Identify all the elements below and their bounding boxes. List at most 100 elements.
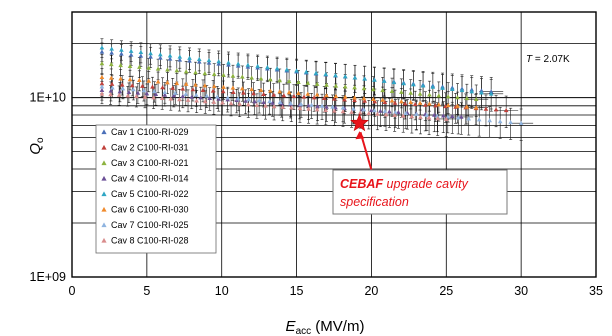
data-point	[351, 106, 356, 111]
data-point	[119, 82, 125, 87]
x-tick-label: 25	[439, 284, 453, 298]
data-point	[241, 90, 246, 95]
data-point	[206, 57, 212, 63]
data-point	[284, 67, 290, 72]
data-point	[352, 85, 357, 90]
data-point	[220, 89, 226, 94]
data-point	[109, 46, 114, 51]
data-point	[403, 110, 409, 115]
data-point	[235, 96, 241, 101]
data-point	[271, 92, 277, 97]
data-point	[99, 87, 105, 93]
data-point	[129, 83, 135, 88]
data-point	[202, 99, 208, 104]
data-point	[109, 81, 115, 86]
data-point	[323, 107, 329, 113]
plot-frame	[71, 11, 597, 278]
data-point	[165, 67, 170, 72]
data-point	[177, 97, 182, 102]
data-point	[243, 98, 248, 103]
data-point	[137, 64, 142, 69]
data-point	[371, 96, 376, 102]
data-point	[198, 95, 204, 100]
data-point	[207, 95, 213, 101]
data-point	[142, 94, 148, 99]
data-point	[158, 52, 163, 57]
data-point	[144, 91, 150, 96]
data-point	[423, 102, 428, 107]
data-point	[342, 84, 348, 89]
data-point	[249, 75, 254, 80]
x-tick-label: 10	[215, 284, 229, 298]
data-point	[315, 103, 320, 109]
data-point	[140, 83, 145, 88]
data-point	[435, 116, 440, 121]
legend-marker	[101, 222, 107, 228]
data-point	[109, 62, 114, 67]
data-point	[261, 91, 266, 96]
data-point	[165, 80, 170, 85]
data-point	[412, 101, 418, 107]
data-point	[333, 93, 339, 98]
data-point	[230, 85, 236, 90]
data-point	[148, 54, 153, 59]
data-point	[119, 51, 124, 56]
data-point	[146, 65, 152, 70]
data-point	[408, 99, 414, 105]
y-tick-label: 1E+09	[30, 270, 67, 284]
data-point	[455, 95, 460, 100]
data-point	[449, 113, 455, 119]
data-point	[277, 99, 283, 105]
data-point	[305, 91, 311, 96]
data-point	[216, 61, 222, 66]
x-tick-label: 30	[514, 284, 528, 298]
data-point	[342, 94, 348, 99]
data-point	[281, 93, 287, 98]
data-point	[430, 84, 436, 89]
data-point	[280, 104, 286, 109]
data-point	[255, 63, 260, 68]
data-point	[187, 55, 192, 60]
data-point	[261, 99, 266, 105]
data-point	[109, 75, 114, 80]
y-tick-label: 1E+10	[30, 91, 67, 105]
data-point	[200, 87, 206, 92]
data-point	[150, 84, 155, 89]
data-point	[237, 101, 242, 106]
data-point	[361, 86, 367, 91]
data-point	[173, 90, 178, 95]
data-point	[240, 74, 245, 79]
callout-line-2: specification	[340, 195, 409, 209]
data-point	[268, 88, 273, 93]
data-point	[375, 111, 380, 116]
data-point	[319, 103, 325, 108]
data-point	[226, 62, 231, 67]
data-point	[137, 77, 142, 83]
legend-label: Cav 3 C100-RI-021	[111, 158, 189, 168]
data-point	[383, 112, 389, 117]
data-point	[314, 107, 320, 112]
data-point	[393, 109, 398, 115]
data-point	[168, 96, 174, 101]
data-point	[151, 95, 156, 100]
data-point	[391, 79, 397, 85]
data-point	[378, 108, 383, 113]
data-point	[267, 99, 272, 104]
data-point	[155, 79, 161, 84]
data-point	[473, 105, 479, 110]
legend-marker	[101, 237, 107, 243]
data-point	[183, 81, 189, 86]
callout-arrow	[359, 131, 373, 173]
data-point	[400, 113, 406, 118]
cebaf-spec-callout: CEBAF upgrade cavity specification	[332, 113, 508, 215]
data-point	[323, 71, 329, 76]
data-point	[171, 93, 177, 98]
legend-marker	[101, 206, 107, 212]
data-point	[389, 98, 395, 103]
data-point	[340, 109, 346, 114]
data-point	[148, 51, 153, 56]
data-point	[245, 102, 251, 107]
x-tick-label: 20	[364, 284, 378, 298]
data-point	[118, 62, 123, 68]
